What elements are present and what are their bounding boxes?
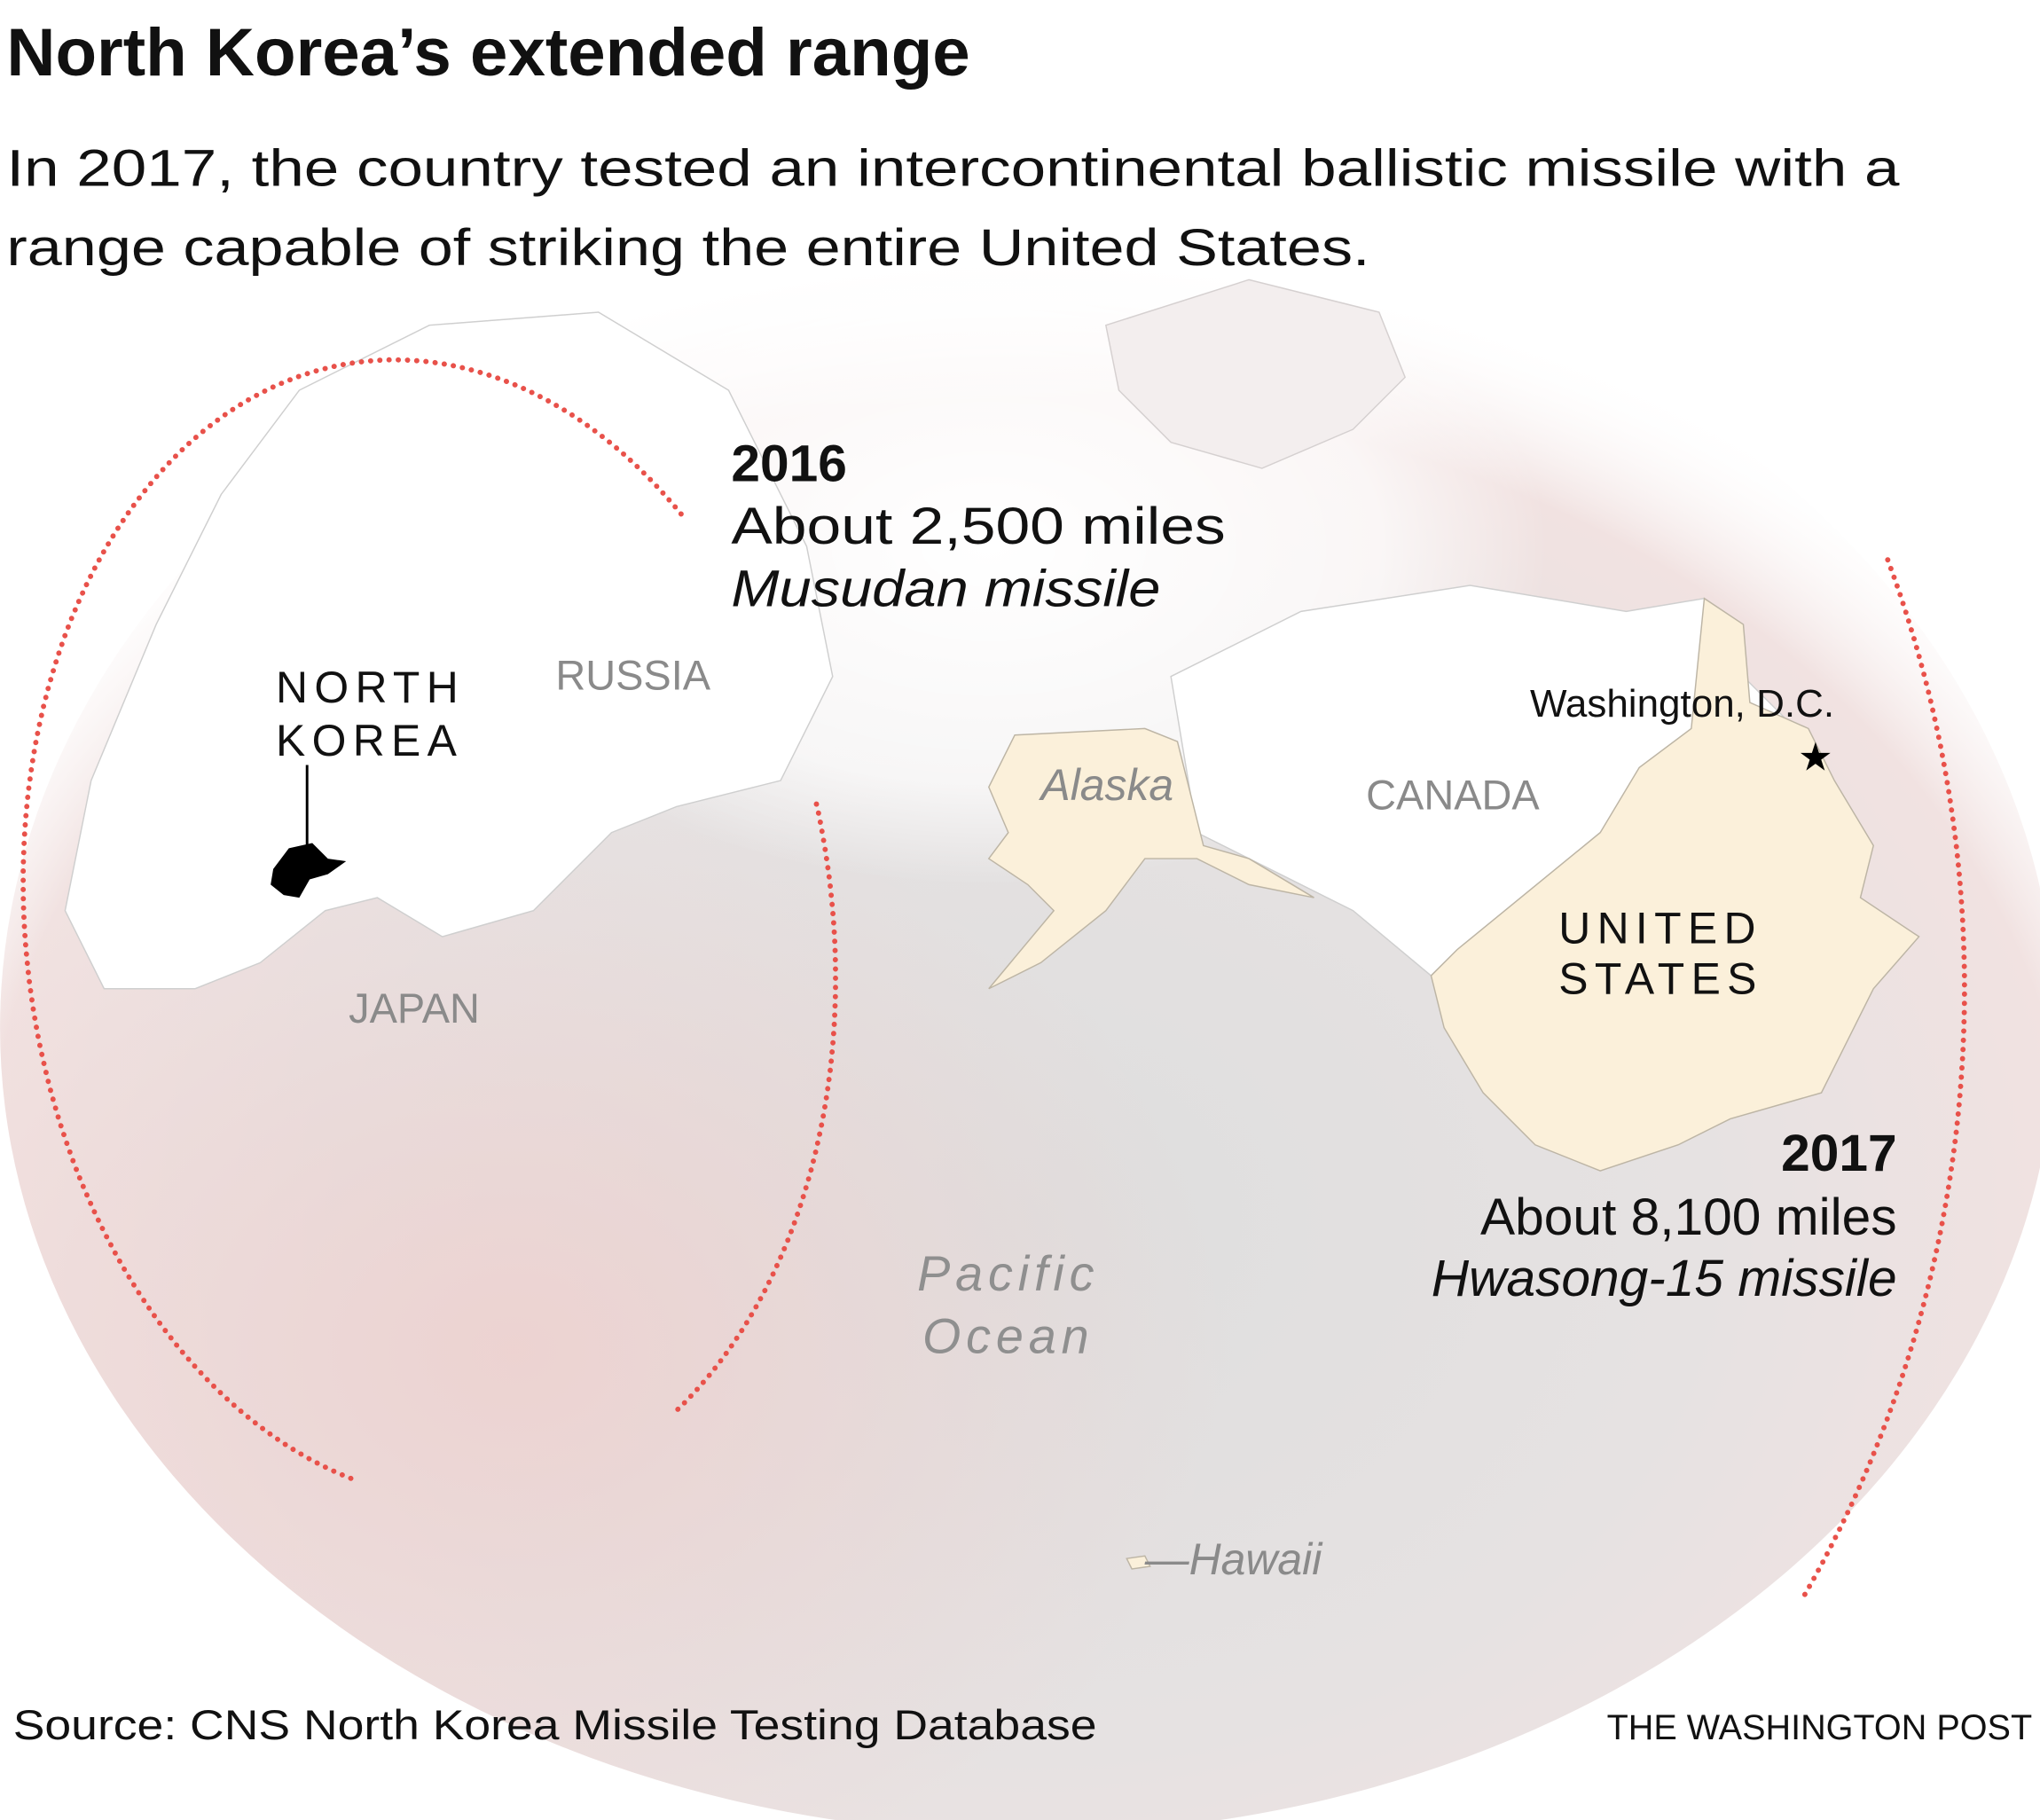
credit: THE WASHINGTON POST	[1607, 1708, 2033, 1747]
label-north-korea-1: NORTH	[276, 663, 465, 712]
label-us-1: UNITED	[1558, 903, 1762, 953]
label-hawaii: —Hawaii	[1144, 1534, 1323, 1584]
subtitle-line-1: In 2017, the country tested an intercont…	[6, 140, 1900, 198]
label-washington: Washington, D.C.	[1530, 682, 1834, 726]
range-2017-missile: Hwasong-15 missile	[1432, 1250, 1897, 1307]
range-2017-year: 2017	[1781, 1125, 1897, 1182]
range-2016-missile: Musudan missile	[731, 561, 1160, 618]
greenland	[1104, 278, 1407, 469]
subtitle-line-2: range capable of striking the entire Uni…	[6, 219, 1369, 277]
label-ocean-1: Pacific	[917, 1246, 1099, 1301]
range-2017-distance: About 8,100 miles	[1480, 1188, 1897, 1246]
range-ring-2016-lower	[675, 800, 838, 1412]
label-canada: CANADA	[1366, 772, 1540, 818]
range-rings	[20, 357, 1967, 1598]
page-title: North Korea’s extended range	[6, 15, 969, 90]
range-2016-distance: About 2,500 miles	[731, 498, 1225, 555]
range-ring-2017	[1801, 557, 1967, 1598]
source-note: Source: CNS North Korea Missile Testing …	[13, 1702, 1097, 1748]
hawaii-islands	[1126, 1555, 1151, 1570]
range-2016-year: 2016	[731, 435, 847, 493]
label-alaska: Alaska	[1038, 760, 1173, 810]
label-us-2: STATES	[1558, 954, 1763, 1004]
label-russia: RUSSIA	[555, 652, 710, 698]
asia-landmass	[64, 311, 834, 990]
label-north-korea-2: KOREA	[276, 716, 463, 765]
range-ring-2016-upper	[20, 357, 684, 1484]
label-japan: JAPAN	[349, 985, 480, 1032]
alaska	[987, 727, 1314, 990]
north-korea	[271, 843, 347, 898]
united-states	[1430, 597, 1920, 1172]
washington-star-icon: ★	[1798, 735, 1832, 779]
label-ocean-2: Ocean	[922, 1308, 1095, 1363]
